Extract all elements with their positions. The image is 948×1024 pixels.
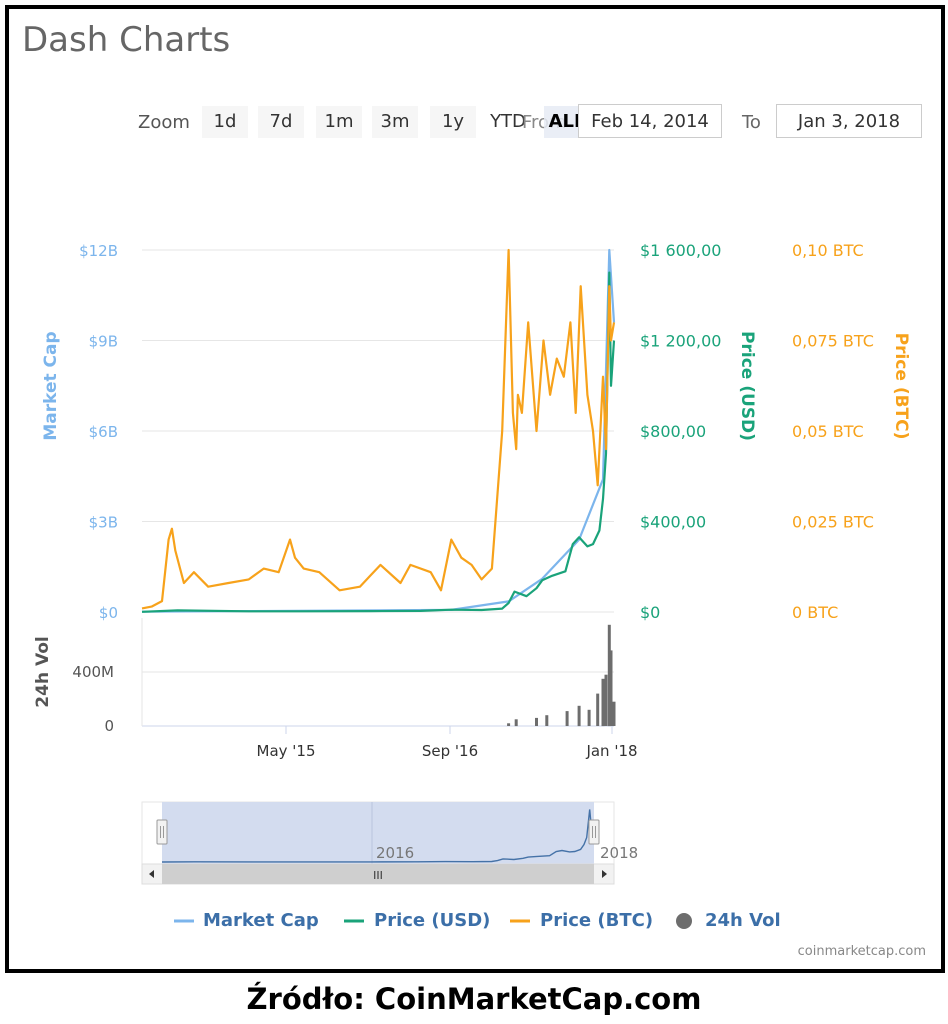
axis-labels: $0 $3B $6B $9B $12B $0 $400,00 $800,00 $1 200,00… <box>33 241 911 760</box>
market-cap-axis-title: Market Cap <box>41 331 61 440</box>
zoom-1y-button[interactable]: 1y <box>430 106 476 138</box>
price-btc-tick-label: 0 BTC <box>792 603 838 622</box>
volume-bar <box>577 705 581 727</box>
volume-axis-title: 24h Vol <box>33 636 53 707</box>
scrollbar-thumb <box>162 864 594 884</box>
price-usd-tick-label: $800,00 <box>640 422 706 441</box>
legend-symbols <box>174 913 692 929</box>
navigator[interactable]: 2016 2018 III <box>141 801 638 885</box>
x-tick-label: Jan '18 <box>585 742 637 760</box>
volume-bar <box>601 678 605 727</box>
price-usd-tick-label: $1 200,00 <box>640 332 721 351</box>
volume-layer <box>507 624 616 727</box>
x-tick-label: May '15 <box>257 742 316 760</box>
series-line-price-btc- <box>141 248 616 610</box>
legend-market-cap[interactable]: Market Cap <box>203 910 319 931</box>
volume-tick-label: 400M <box>72 663 114 681</box>
to-date-input[interactable]: Jan 3, 2018 <box>776 104 922 138</box>
market-cap-tick-label: $6B <box>89 423 118 441</box>
volume-bar <box>596 693 600 726</box>
zoom-ytd-button[interactable]: YTD <box>490 111 526 132</box>
to-label: To <box>742 112 761 133</box>
source-caption: Źródło: CoinMarketCap.com <box>246 982 702 1016</box>
navigator-tick-label: 2018 <box>600 844 638 862</box>
page-title: Dash Charts <box>22 20 231 60</box>
series-layer <box>141 248 616 613</box>
price-btc-tick-label: 0,10 BTC <box>792 241 864 260</box>
navigator-series-line <box>161 809 595 863</box>
series-line-price-usd- <box>141 271 616 613</box>
price-usd-tick-label: $1 600,00 <box>640 241 721 260</box>
market-cap-tick-label: $0 <box>99 604 118 622</box>
legend-price-usd[interactable]: Price (USD) <box>374 910 491 931</box>
price-usd-tick-label: $0 <box>640 603 660 622</box>
scrollbar-grip: III <box>373 869 383 882</box>
price-btc-tick-label: 0,025 BTC <box>792 513 874 532</box>
market-cap-tick-label: $3B <box>89 514 118 532</box>
zoom-1m-button[interactable]: 1m <box>316 106 362 138</box>
price-usd-tick-label: $400,00 <box>640 513 706 532</box>
scrollbar-left-arrow <box>149 870 154 878</box>
volume-bar <box>607 624 611 727</box>
volume-bar <box>565 711 569 726</box>
legend-price-btc[interactable]: Price (BTC) <box>540 910 654 931</box>
volume-bar <box>604 674 608 726</box>
volume-bar <box>587 709 591 726</box>
volume-bar <box>609 650 613 726</box>
market-cap-tick-label: $9B <box>89 333 118 351</box>
price-btc-tick-label: 0,075 BTC <box>792 332 874 351</box>
navigator-handle <box>588 819 600 845</box>
zoom-1d-button[interactable]: 1d <box>202 106 248 138</box>
zoom-7d-button[interactable]: 7d <box>258 106 304 138</box>
from-date-input[interactable]: Feb 14, 2014 <box>578 104 722 138</box>
volume-tick-label: 0 <box>104 717 114 735</box>
volume-bar <box>514 719 518 727</box>
x-tick-label: Sep '16 <box>422 742 478 760</box>
price-btc-tick-label: 0,05 BTC <box>792 422 864 441</box>
volume-bar <box>535 717 538 726</box>
zoom-label: Zoom <box>138 112 190 133</box>
credit-link[interactable]: coinmarketcap.com <box>797 944 926 959</box>
scrollbar-right-arrow <box>602 870 607 878</box>
volume-bar <box>507 723 511 726</box>
navigator-handle <box>156 819 168 845</box>
price-usd-axis-title: Price (USD) <box>737 331 757 441</box>
zoom-3m-button[interactable]: 3m <box>372 106 418 138</box>
navigator-tick-label: 2016 <box>376 844 414 862</box>
legend-volume-symbol <box>676 913 692 929</box>
volume-bar <box>545 715 549 726</box>
grid-layer <box>141 249 614 727</box>
price-btc-axis-title: Price (BTC) <box>891 333 911 440</box>
market-cap-tick-label: $12B <box>79 242 118 260</box>
volume-bar <box>612 701 616 726</box>
navigator-selection <box>162 802 594 864</box>
legend-volume[interactable]: 24h Vol <box>705 910 781 931</box>
